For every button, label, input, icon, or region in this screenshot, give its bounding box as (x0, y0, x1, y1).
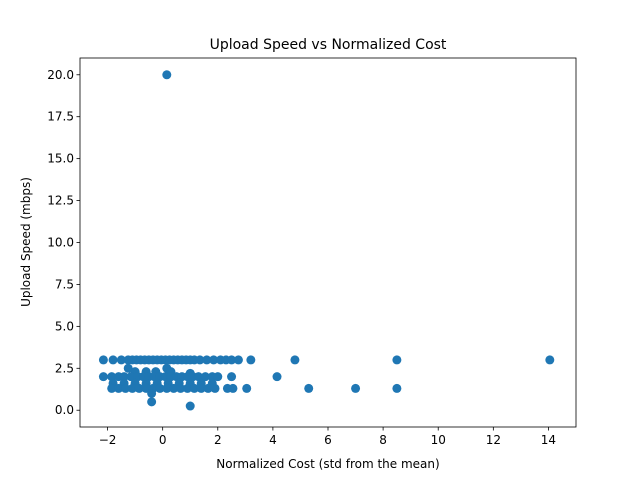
data-point (169, 383, 179, 393)
data-point (116, 355, 126, 365)
x-tick-label: 0 (159, 433, 167, 447)
data-point (202, 355, 212, 365)
data-point (246, 355, 256, 365)
data-point (209, 355, 219, 365)
x-tick-label: 2 (214, 433, 222, 447)
data-point (147, 397, 157, 407)
data-point (392, 383, 402, 393)
data-point (195, 355, 205, 365)
data-point (242, 383, 252, 393)
data-point (233, 355, 243, 365)
y-tick-label: 15.0 (47, 152, 74, 166)
data-point (114, 383, 124, 393)
data-point (304, 383, 314, 393)
data-point (126, 372, 136, 382)
data-point (545, 355, 555, 365)
data-point (392, 355, 402, 365)
data-point (127, 383, 137, 393)
x-tick-label: 6 (324, 433, 332, 447)
y-tick-label: 20.0 (47, 68, 74, 82)
data-point (200, 372, 210, 382)
x-tick-label: 8 (379, 433, 387, 447)
data-point (182, 383, 192, 393)
data-point (227, 355, 237, 365)
data-point (196, 383, 206, 393)
data-point (228, 383, 238, 393)
data-point (119, 372, 129, 382)
data-point (351, 383, 361, 393)
data-point (210, 383, 220, 393)
data-point (213, 372, 223, 382)
y-axis-ticks: 0.0 2.5 5.0 7.5 10.0 12.5 15.0 17.5 20.0 (47, 68, 80, 417)
x-tick-label: 14 (541, 433, 556, 447)
data-point (147, 388, 157, 398)
data-points (98, 70, 555, 411)
x-axis-ticks: −2 0 2 4 6 8 10 12 14 (99, 427, 556, 447)
data-point (155, 383, 165, 393)
data-point (162, 383, 172, 393)
y-tick-label: 5.0 (55, 319, 74, 333)
y-tick-label: 0.0 (55, 403, 74, 417)
x-tick-label: 10 (431, 433, 446, 447)
data-point (98, 355, 108, 365)
y-tick-label: 2.5 (55, 361, 74, 375)
y-tick-label: 17.5 (47, 110, 74, 124)
data-point (203, 383, 213, 393)
data-point (123, 363, 133, 373)
data-point (107, 383, 117, 393)
data-point (176, 383, 186, 393)
y-tick-label: 10.0 (47, 236, 74, 250)
data-point (134, 383, 144, 393)
data-point (120, 383, 130, 393)
data-point (290, 355, 300, 365)
data-point (189, 383, 199, 393)
y-axis-label: Upload Speed (mbps) (19, 177, 33, 307)
data-point (108, 355, 118, 365)
data-point (162, 70, 172, 80)
y-tick-label: 12.5 (47, 194, 74, 208)
y-tick-label: 7.5 (55, 277, 74, 291)
x-tick-label: 12 (486, 433, 501, 447)
data-point (227, 372, 237, 382)
data-point (98, 372, 108, 382)
x-axis-label: Normalized Cost (std from the mean) (216, 457, 439, 471)
data-point (185, 401, 195, 411)
data-point (272, 372, 282, 382)
x-tick-label: −2 (99, 433, 117, 447)
data-point (107, 372, 117, 382)
chart-title: Upload Speed vs Normalized Cost (210, 37, 447, 53)
x-tick-label: 4 (269, 433, 277, 447)
